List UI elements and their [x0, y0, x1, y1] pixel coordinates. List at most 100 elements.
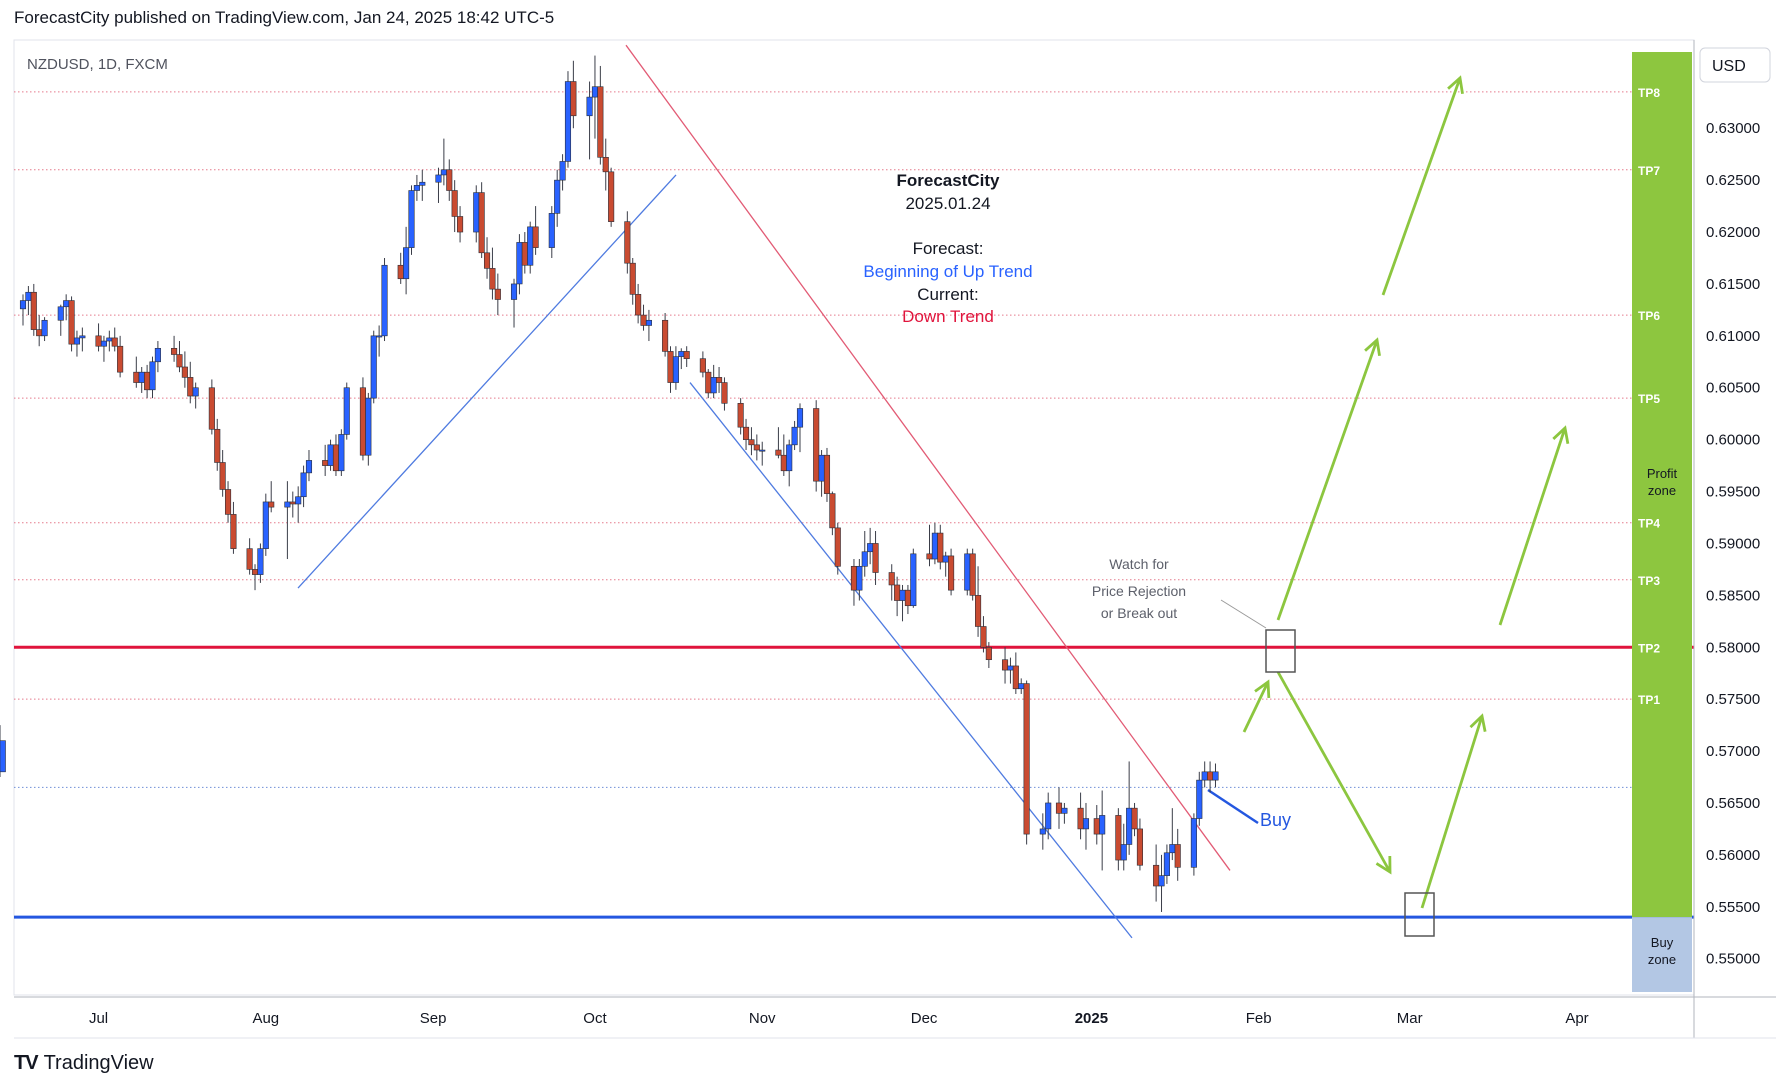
candle-body: [672, 356, 679, 383]
uptrend-support-line: [297, 174, 677, 589]
time-tick-label: Feb: [1246, 1010, 1272, 1027]
tp-label: TP5: [1638, 392, 1660, 406]
time-tick-label: Jul: [89, 1010, 108, 1027]
tradingview-brand[interactable]: TradingView: [43, 1052, 154, 1074]
candle-body: [1055, 802, 1063, 814]
candle-body: [224, 489, 232, 515]
candle-body: [894, 584, 901, 601]
watch-note-pointer: [1220, 599, 1267, 629]
candle-body: [662, 319, 669, 352]
annotation-forecast-value: Beginning of Up Trend: [863, 262, 1032, 281]
candle-body: [192, 387, 199, 397]
candle-body: [338, 434, 345, 472]
price-tick-label: 0.63000: [1706, 120, 1760, 137]
candle-body: [899, 589, 906, 601]
candle-body: [624, 221, 631, 264]
price-tick-label: 0.57500: [1706, 691, 1760, 708]
candle-body: [1012, 665, 1019, 690]
candle-body: [457, 216, 464, 233]
tp-label: TP8: [1638, 86, 1660, 100]
buy-zone-label: Buy: [1651, 935, 1674, 950]
candle-body: [904, 589, 911, 607]
candle-body: [969, 553, 976, 596]
time-tick-label: 2025: [1075, 1010, 1108, 1027]
candle-body: [964, 553, 971, 591]
symbol-label: NZDUSD, 1D, FXCM: [27, 56, 168, 73]
forecast-arrow: [1276, 671, 1392, 873]
down-channel-lower: [689, 382, 1133, 939]
candle-body: [73, 337, 81, 345]
candle-body: [1045, 802, 1052, 830]
candle-body: [586, 96, 593, 117]
candle-body: [219, 462, 226, 490]
candle-body: [1126, 807, 1133, 845]
drawings-layer: [297, 44, 1570, 939]
candle-body: [19, 300, 27, 310]
candle-body: [1115, 815, 1122, 861]
price-tick-label: 0.61500: [1706, 276, 1760, 293]
candle-body: [1174, 844, 1181, 868]
price-tick-label: 0.61000: [1706, 328, 1760, 345]
annotation-current-value: Down Trend: [902, 307, 994, 326]
currency-button[interactable]: [1699, 47, 1771, 83]
watch-note-line-2: Price Rejection: [1092, 583, 1186, 599]
text-layer: NZDUSD, 1D, FXCM USD ForecastCity 2025.0…: [27, 47, 1771, 830]
price-tick-label: 0.60000: [1706, 432, 1760, 449]
forecast-arrowhead: [1552, 425, 1570, 444]
candle-body: [246, 548, 253, 570]
candle-body: [483, 252, 491, 269]
tp-label: TP3: [1638, 574, 1660, 588]
candle-body: [829, 493, 836, 529]
candle-body: [300, 472, 307, 498]
candle-body: [343, 387, 350, 435]
candle-body: [187, 377, 194, 397]
candle-body: [818, 454, 825, 482]
candle-body: [138, 371, 145, 383]
candle-body: [564, 81, 572, 162]
candle-body: [1093, 818, 1100, 835]
chart-frame: [13, 39, 1695, 996]
candle-body: [403, 247, 410, 280]
candle-body: [948, 555, 955, 591]
price-tick-label: 0.62500: [1706, 172, 1760, 189]
down-trendline: [625, 44, 1231, 871]
price-tick-label: 0.60500: [1706, 380, 1760, 397]
buy-label: Buy: [1260, 810, 1291, 830]
candle-body: [1077, 807, 1084, 830]
candle-body: [1169, 844, 1176, 854]
price-tick-label: 0.62000: [1706, 224, 1760, 241]
forecast-arrowhead: [1364, 337, 1381, 357]
candle-body: [888, 572, 895, 586]
candle-body: [494, 288, 501, 300]
candle-body: [106, 337, 113, 342]
candle-body: [289, 501, 296, 505]
candle-body: [716, 377, 723, 383]
profit-zone-label: zone: [1648, 483, 1676, 498]
profit-zone: [1632, 52, 1692, 918]
buy-zone: [1632, 917, 1692, 992]
buy-zone-label: zone: [1648, 952, 1676, 967]
candle-body: [608, 171, 615, 222]
forecast-arrow: [1498, 427, 1567, 626]
candle-body: [489, 268, 496, 290]
candle-body: [376, 335, 383, 338]
price-tick-label: 0.58500: [1706, 587, 1760, 604]
candle-body: [591, 86, 599, 98]
candle-body: [872, 543, 879, 573]
candle-body: [446, 169, 453, 191]
candle-body: [413, 185, 420, 191]
candle-body: [1196, 779, 1203, 819]
candle-body: [322, 460, 329, 466]
candle-body: [0, 740, 6, 773]
candle-body: [1207, 771, 1214, 781]
price-tick-label: 0.58000: [1706, 639, 1760, 656]
candle-body: [41, 319, 48, 337]
candle-body: [602, 156, 609, 173]
candle-body: [1001, 659, 1009, 671]
candle-body: [305, 460, 313, 474]
candle-body: [737, 403, 744, 428]
annotation-current-label: Current:: [917, 285, 978, 304]
candle-body: [570, 81, 577, 117]
candle-body: [910, 553, 917, 607]
